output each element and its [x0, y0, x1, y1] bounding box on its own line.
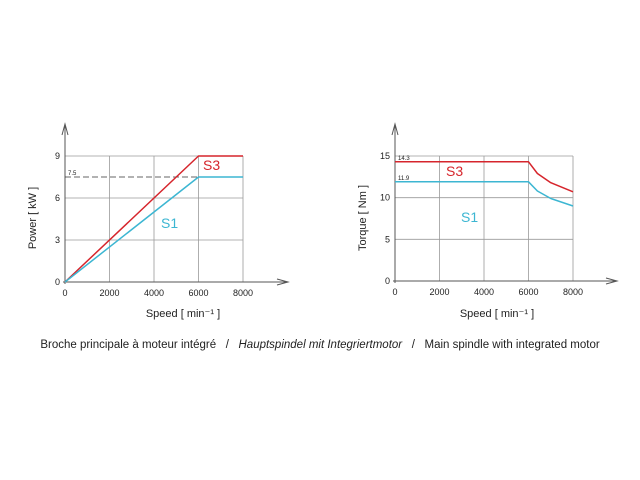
chart2-xtick-8000: 8000 — [563, 287, 583, 297]
chart1-xtick-8000: 8000 — [233, 288, 253, 298]
chart2-y-axis-arrow — [391, 122, 399, 136]
chart1-series-s1-line — [64, 176, 243, 283]
chart1-ytick-0: 0 — [55, 277, 60, 287]
chart1-xtick-2000: 2000 — [99, 288, 119, 298]
caption-separator-1: / — [225, 339, 229, 351]
caption: Broche principale à moteur intégré / Hau… — [0, 339, 640, 351]
chart2-ytick-10: 10 — [380, 193, 390, 203]
chart2-xtick-6000: 6000 — [518, 287, 538, 297]
chart2-y-axis-label: Torque [ Nm ] — [357, 185, 369, 251]
chart1-xtick-4000: 4000 — [144, 288, 164, 298]
chart2-x-axis-arrow — [605, 277, 619, 285]
chart2-x-axis-label: Speed [ min⁻¹ ] — [460, 308, 534, 320]
chart2-xtick-2000: 2000 — [429, 287, 449, 297]
chart1-series-s1-label: S1 — [161, 215, 178, 231]
chart2-annotation-0: 14.3 — [398, 156, 410, 162]
chart1-xtick-0: 0 — [62, 288, 67, 298]
chart1-ytick-3: 3 — [55, 235, 60, 245]
chart1-reference-label: 7.5 — [68, 171, 77, 177]
caption-separator-2: / — [411, 339, 415, 351]
caption-english: Main spindle with integrated motor — [424, 339, 600, 351]
chart1-y-axis-label: Power [ kW ] — [27, 187, 39, 249]
chart2-series-s3-label: S3 — [446, 163, 463, 179]
chart1-xtick-6000: 6000 — [188, 288, 208, 298]
chart2-annotation-1: 11.9 — [398, 176, 410, 182]
chart2-series-s3-line — [395, 161, 574, 193]
chart2-series-s1-label: S1 — [461, 209, 478, 225]
caption-french: Broche principale à moteur intégré — [40, 339, 217, 351]
chart1-series-s3-label: S3 — [203, 157, 220, 173]
chart2-series-s1-line — [395, 181, 574, 207]
chart1-y-axis-arrow — [61, 122, 69, 136]
chart1-series-s3-line — [64, 155, 243, 283]
caption-german: Hauptspindel mit Integriertmotor — [238, 339, 403, 351]
chart1-ytick-6: 6 — [55, 193, 60, 203]
chart1-x-axis-arrow — [276, 278, 290, 286]
chart2-ytick-0: 0 — [385, 276, 390, 286]
chart2-xtick-0: 0 — [392, 287, 397, 297]
chart1-x-axis-label: Speed [ min⁻¹ ] — [146, 308, 220, 320]
chart2-ytick-5: 5 — [385, 234, 390, 244]
chart2-xtick-4000: 4000 — [474, 287, 494, 297]
chart2-ytick-15: 15 — [380, 151, 390, 161]
chart1-ytick-9: 9 — [55, 151, 60, 161]
